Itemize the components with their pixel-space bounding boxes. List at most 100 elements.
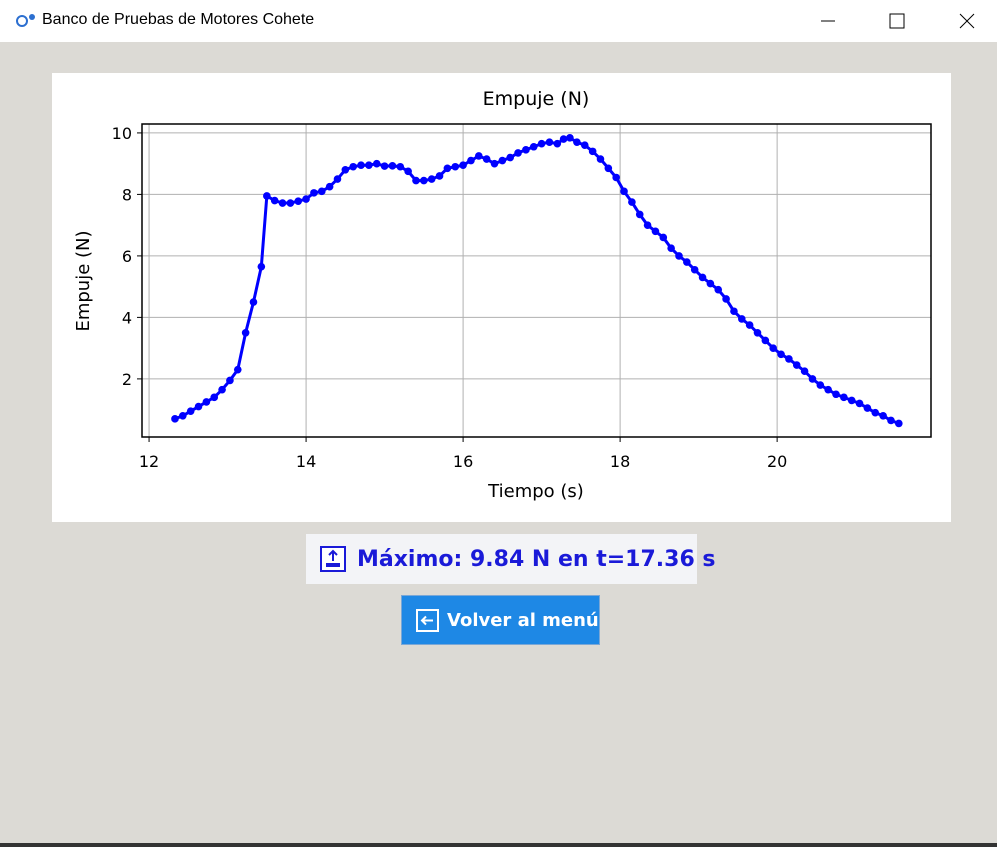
data-point (171, 415, 179, 423)
maximize[interactable] (889, 13, 905, 29)
chart: Empuje (N) Tiempo (s) Empuje (N) 12 14 16 1… (73, 88, 932, 502)
data-point (714, 285, 723, 294)
data-point (722, 295, 730, 303)
button-label[interactable]: Volver al menú (447, 609, 599, 631)
data-point (824, 385, 832, 394)
data-point (643, 221, 652, 229)
data-point (769, 344, 777, 352)
data-point (194, 402, 203, 411)
data-point (785, 355, 793, 363)
data-point (879, 411, 887, 420)
data-point (612, 173, 620, 182)
data-point (792, 361, 801, 369)
data-point (427, 175, 436, 183)
data-point (325, 182, 334, 191)
data-point (372, 159, 381, 168)
plot-frame (141, 123, 932, 438)
data-point (459, 161, 467, 170)
chart-panel: Empuje (N) Tiempo (s) Empuje (N) 12 14 16 1… (52, 73, 951, 522)
data-point (887, 416, 895, 425)
back-button[interactable]: Volver al menú (401, 595, 600, 645)
data-point (537, 139, 546, 148)
data-point (620, 187, 628, 196)
x-tick-label: 16 (453, 452, 473, 471)
data-point (604, 164, 613, 173)
y-tick-label: 4 (122, 308, 132, 327)
top-icon (320, 546, 346, 572)
data-point (545, 138, 554, 146)
max-label-box: Máximo: 9.84 N en t=17.36 s (306, 534, 716, 584)
data-point (895, 419, 903, 428)
data-point (529, 142, 538, 151)
data-point (420, 176, 428, 185)
data-point (249, 298, 258, 306)
data-point (737, 315, 746, 323)
data-point (302, 195, 310, 203)
data-point (257, 262, 266, 271)
data-point (179, 411, 187, 420)
bottom-border (0, 843, 997, 847)
data-point (580, 141, 589, 150)
data-point (863, 404, 872, 412)
data-point (202, 398, 211, 406)
data-point (698, 273, 707, 282)
data-point (388, 162, 397, 170)
data-line (174, 136, 900, 425)
y-tick-label: 8 (122, 185, 132, 204)
x-axis-label: Tiempo (s) (487, 481, 584, 502)
data-point (226, 376, 234, 385)
data-point (588, 147, 597, 156)
data-point (186, 407, 195, 415)
data-point (233, 365, 242, 374)
y-tick-label: 10 (112, 124, 132, 143)
window-title: Banco de Pruebas de Motores Cohete (42, 11, 315, 28)
data-point (596, 155, 605, 163)
data-point (847, 396, 856, 405)
data-point (278, 199, 287, 207)
data-point (270, 196, 279, 205)
data-point (745, 321, 754, 329)
data-point (553, 139, 562, 148)
data-point (218, 385, 226, 394)
data-point (683, 258, 691, 266)
data-point (443, 164, 452, 173)
data-point (451, 162, 460, 171)
x-tick-label: 12 (139, 452, 159, 471)
x-tick-label: 18 (610, 452, 630, 471)
y-tick-label: 2 (122, 370, 132, 389)
data-point (871, 408, 880, 417)
data-point (559, 135, 568, 143)
data-point (380, 162, 389, 170)
data-point (522, 146, 530, 154)
data-point (490, 159, 499, 168)
data-point (294, 197, 303, 205)
data-point (396, 162, 405, 171)
app-icon (16, 14, 35, 27)
data-point (506, 153, 514, 162)
back-icon (416, 609, 439, 632)
data-point (317, 187, 326, 196)
data-point (761, 336, 770, 345)
data-point (675, 252, 683, 260)
data-point (498, 156, 507, 165)
data-point (349, 162, 357, 171)
title-bar: Banco de Pruebas de Motores Cohete (0, 0, 997, 42)
data-point (241, 328, 250, 337)
data-point (573, 138, 581, 146)
data-point (435, 172, 444, 180)
data-point (800, 367, 809, 376)
data-point (840, 393, 848, 402)
close[interactable] (959, 13, 975, 29)
chart-title: Empuje (N) (483, 88, 590, 110)
data-point (467, 156, 475, 165)
data-point (404, 167, 412, 176)
x-tick-label: 14 (296, 452, 316, 471)
data-point (832, 390, 840, 399)
data-point (263, 192, 271, 200)
window-controls[interactable] (810, 0, 980, 42)
data-point (667, 244, 675, 253)
data-point (753, 328, 762, 337)
data-point (628, 198, 636, 206)
data-point (816, 381, 825, 389)
